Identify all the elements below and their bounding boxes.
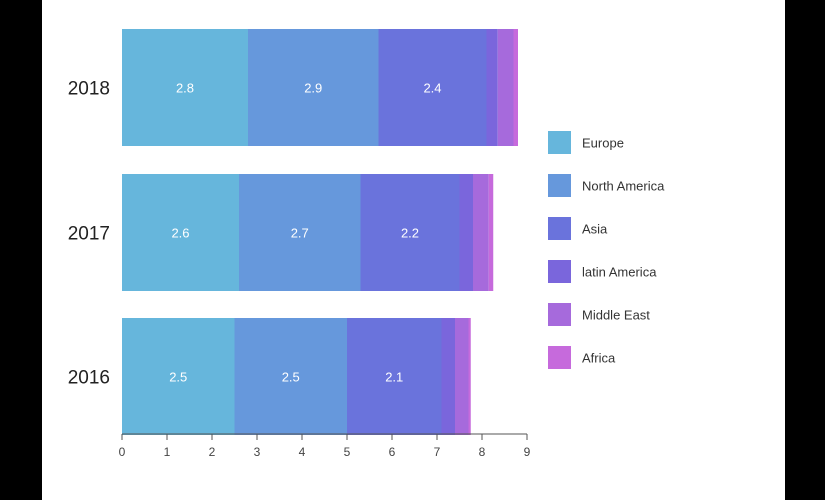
data-label: 2.1 — [385, 370, 403, 385]
legend-label: Asia — [582, 222, 608, 237]
data-label: 2.2 — [401, 226, 419, 241]
data-label: 2.5 — [282, 370, 300, 385]
category-label-2016: 2016 — [68, 368, 110, 389]
x-tick-label: 3 — [254, 445, 261, 459]
x-tick-label: 1 — [164, 445, 171, 459]
x-tick-label: 6 — [389, 445, 396, 459]
bar-segment-2016-africa — [468, 318, 471, 435]
bar-segment-2018-latin-america — [486, 29, 498, 146]
legend-label: Middle East — [582, 308, 650, 323]
bar-segment-2018-middle-east — [497, 29, 514, 146]
x-tick-label: 5 — [344, 445, 351, 459]
legend-swatch — [548, 303, 571, 326]
x-tick-label: 4 — [299, 445, 306, 459]
bar-segment-2017-africa — [488, 174, 494, 291]
bar-segment-2017-asia — [360, 174, 460, 291]
bar-segment-2016-north-america — [234, 318, 347, 435]
data-label: 2.6 — [171, 226, 189, 241]
x-tick-label: 7 — [434, 445, 441, 459]
bar-segment-2016-latin-america — [441, 318, 455, 435]
data-label: 2.4 — [423, 81, 441, 96]
legend-label: North America — [582, 179, 665, 194]
x-tick-label: 0 — [119, 445, 126, 459]
bar-segment-2018-asia — [378, 29, 487, 146]
category-label-2017: 2017 — [68, 224, 110, 245]
bar-segment-2017-middle-east — [473, 174, 489, 291]
stacked-bar-chart: 2.8 2.9 2.4 2018 2.6 2.7 2.2 2017 2.5 2.5 2.1 2016 0… — [68, 29, 665, 459]
legend-label: latin America — [582, 265, 657, 280]
legend-swatch — [548, 217, 571, 240]
bar-segment-2017-europe — [122, 174, 239, 291]
bar-segment-2018-europe — [122, 29, 248, 146]
bar-segment-2016-asia — [347, 318, 442, 435]
data-label: 2.7 — [291, 226, 309, 241]
legend-swatch — [548, 346, 571, 369]
legend-label: Africa — [582, 351, 616, 366]
legend-swatch — [548, 131, 571, 154]
x-tick-label: 9 — [524, 445, 531, 459]
x-tick-label: 8 — [479, 445, 486, 459]
legend-swatch — [548, 260, 571, 283]
bar-segment-2016-europe — [122, 318, 235, 435]
x-tick-label: 2 — [209, 445, 216, 459]
data-label: 2.5 — [169, 370, 187, 385]
bar-segment-2018-africa — [513, 29, 518, 146]
chart-canvas: 2.8 2.9 2.4 2018 2.6 2.7 2.2 2017 2.5 2.5 2.1 2016 0… — [42, 0, 785, 500]
category-label-2018: 2018 — [68, 79, 110, 100]
legend-swatch — [548, 174, 571, 197]
legend-label: Europe — [582, 136, 624, 151]
bar-segment-2018-north-america — [248, 29, 379, 146]
bar-segment-2017-latin-america — [459, 174, 473, 291]
data-label: 2.8 — [176, 81, 194, 96]
bar-segment-2017-north-america — [239, 174, 361, 291]
data-label: 2.9 — [304, 81, 322, 96]
bar-segment-2016-middle-east — [455, 318, 469, 435]
